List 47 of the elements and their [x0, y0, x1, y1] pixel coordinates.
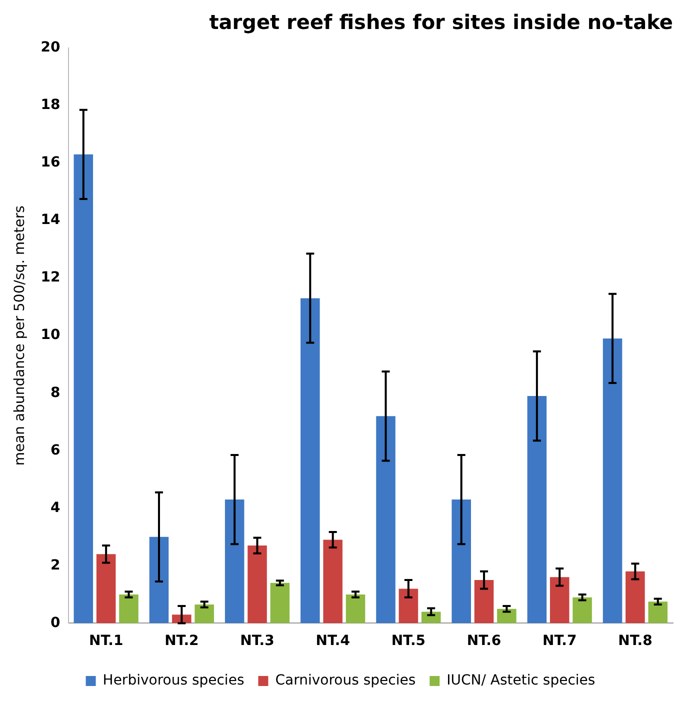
- y-tick-label: 16: [40, 154, 60, 171]
- bar: [74, 154, 94, 624]
- x-tick-label: NT.4: [316, 633, 350, 650]
- x-tick-label: NT.8: [618, 633, 652, 650]
- legend-label: Carnivorous species: [275, 672, 416, 689]
- y-tick-label: 0: [50, 614, 61, 631]
- bar: [149, 536, 169, 624]
- bar: [270, 582, 290, 624]
- legend-label: IUCN/ Astetic species: [446, 672, 596, 689]
- bar: [119, 594, 138, 624]
- bar: [96, 554, 116, 624]
- x-tick-label: NT.3: [240, 633, 274, 650]
- bar: [527, 396, 547, 624]
- x-tick-label: NT.5: [391, 633, 426, 650]
- bar: [497, 608, 516, 624]
- bar: [474, 580, 494, 624]
- y-tick-label: 8: [50, 384, 60, 401]
- y-tick-label: 6: [50, 442, 60, 458]
- y-tick-label: 12: [40, 270, 60, 286]
- bar: [572, 597, 592, 624]
- x-tick-label: NT.6: [466, 633, 502, 650]
- bar: [602, 338, 622, 624]
- x-tick-label: NT.1: [88, 633, 124, 650]
- y-tick-label: 4: [50, 500, 61, 516]
- bar: [376, 416, 396, 624]
- bar: [421, 612, 441, 624]
- bar: [346, 594, 366, 624]
- y-tick-label: 20: [40, 40, 61, 56]
- bar: [648, 602, 668, 624]
- legend-label: Herbivorous species: [102, 672, 244, 689]
- x-tick-label: NT.2: [164, 633, 199, 650]
- y-axis-title: mean abundance per 500/sq. meters: [12, 206, 28, 466]
- x-tick-label: NT.7: [542, 633, 577, 650]
- y-tick-label: 14: [40, 212, 61, 228]
- y-tick-label: 10: [40, 327, 61, 344]
- bar: [194, 604, 214, 624]
- y-tick-label: 18: [40, 97, 60, 114]
- bar: [550, 577, 570, 624]
- bar: [224, 500, 244, 624]
- bar: [248, 546, 267, 624]
- bar: [398, 588, 418, 624]
- y-tick-label: 2: [50, 557, 60, 574]
- bar: [626, 571, 645, 624]
- chart-title: target reef fishes for sites inside no-take: [209, 10, 673, 34]
- bar: [300, 298, 320, 624]
- bar: [323, 540, 342, 624]
- bar: [452, 500, 471, 624]
